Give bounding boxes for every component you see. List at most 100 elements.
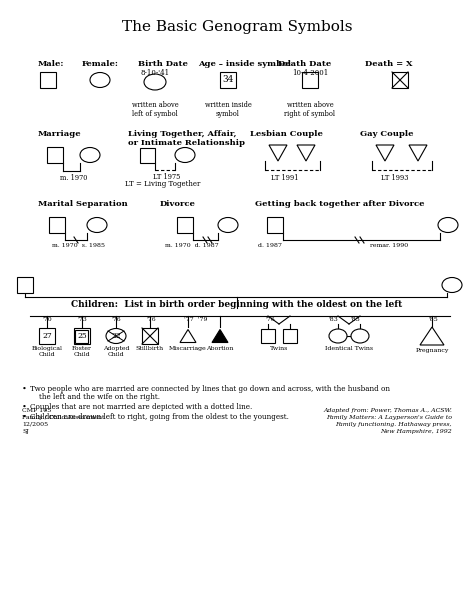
- Text: '85: '85: [428, 317, 438, 322]
- Text: New Hampshire, 1992: New Hampshire, 1992: [380, 429, 452, 434]
- Text: 12/2005: 12/2005: [22, 422, 48, 427]
- Text: Children:  List in birth order beginning with the oldest on the left: Children: List in birth order beginning …: [72, 300, 402, 309]
- Text: The Basic Genogram Symbols: The Basic Genogram Symbols: [122, 20, 352, 34]
- Text: Miscarriage: Miscarriage: [169, 346, 207, 351]
- Bar: [74, 328, 90, 344]
- Text: Adopted
Child: Adopted Child: [103, 346, 129, 357]
- Bar: [47, 147, 63, 163]
- Text: Pregnancy: Pregnancy: [415, 348, 449, 353]
- Polygon shape: [376, 145, 394, 161]
- Text: Birth Date: Birth Date: [138, 60, 188, 68]
- Text: SJ: SJ: [22, 429, 29, 434]
- Text: 27: 27: [42, 332, 52, 340]
- Text: '83: '83: [328, 317, 338, 322]
- Polygon shape: [212, 330, 228, 343]
- Text: m. 1970  d. 1987: m. 1970 d. 1987: [165, 243, 219, 248]
- Ellipse shape: [90, 72, 110, 88]
- Text: Family Matters: A Layperson's Guide to: Family Matters: A Layperson's Guide to: [326, 415, 452, 420]
- Bar: [49, 217, 65, 233]
- Text: or Intimate Relationship: or Intimate Relationship: [128, 139, 245, 147]
- Bar: [17, 277, 33, 293]
- Polygon shape: [409, 145, 427, 161]
- Ellipse shape: [87, 218, 107, 232]
- Bar: [39, 328, 55, 344]
- Text: the left and the wife on the right.: the left and the wife on the right.: [30, 393, 160, 401]
- Text: Twins: Twins: [270, 346, 288, 351]
- Text: Foster
Child: Foster Child: [72, 346, 92, 357]
- Text: '83: '83: [350, 317, 360, 322]
- Ellipse shape: [106, 329, 126, 343]
- Text: Living Together, Affair,: Living Together, Affair,: [128, 130, 237, 138]
- Text: Marriage: Marriage: [38, 130, 82, 138]
- Polygon shape: [269, 145, 287, 161]
- Bar: [142, 328, 158, 344]
- Ellipse shape: [144, 74, 166, 90]
- Ellipse shape: [218, 218, 238, 232]
- Text: m. 1970  s. 1985: m. 1970 s. 1985: [52, 243, 105, 248]
- Text: •: •: [22, 385, 27, 393]
- Bar: [302, 72, 318, 88]
- Text: CMP 105: CMP 105: [22, 408, 51, 413]
- Polygon shape: [212, 330, 228, 343]
- Bar: [40, 72, 56, 88]
- Text: 10-4-2001: 10-4-2001: [292, 69, 328, 77]
- Text: Abortion: Abortion: [206, 346, 234, 351]
- Text: •: •: [22, 413, 27, 421]
- Text: '76: '76: [265, 317, 274, 322]
- Text: d. 1987: d. 1987: [258, 243, 282, 248]
- Text: LT 1993: LT 1993: [381, 174, 409, 182]
- Text: written above
left of symbol: written above left of symbol: [132, 101, 178, 118]
- Text: Couples that are not married are depicted with a dotted line.: Couples that are not married are depicte…: [30, 403, 252, 411]
- Bar: [220, 72, 236, 88]
- Ellipse shape: [175, 148, 195, 162]
- Ellipse shape: [442, 278, 462, 292]
- Text: Family functioning. Hathaway press,: Family functioning. Hathaway press,: [336, 422, 452, 427]
- Text: Death Date: Death Date: [278, 60, 331, 68]
- Text: LT 1991: LT 1991: [271, 174, 299, 182]
- Text: 25: 25: [77, 332, 87, 340]
- Ellipse shape: [80, 148, 100, 162]
- Text: '73: '73: [77, 317, 87, 322]
- Text: 8-10-'41: 8-10-'41: [140, 69, 170, 77]
- Bar: [261, 329, 275, 343]
- Text: written inside
symbol: written inside symbol: [205, 101, 251, 118]
- Bar: [392, 72, 408, 88]
- Text: Male:: Male:: [38, 60, 64, 68]
- Text: '70: '70: [42, 317, 52, 322]
- Text: Biological
Child: Biological Child: [31, 346, 63, 357]
- Text: Divorce: Divorce: [160, 200, 196, 208]
- Text: Stillbirth: Stillbirth: [136, 346, 164, 351]
- Text: Identical Twins: Identical Twins: [325, 346, 373, 351]
- Polygon shape: [420, 327, 444, 345]
- Bar: [140, 148, 155, 162]
- Text: Family / Child Assessment: Family / Child Assessment: [22, 415, 104, 420]
- Text: '76: '76: [111, 317, 121, 322]
- Bar: [177, 217, 193, 233]
- Text: written above
right of symbol: written above right of symbol: [284, 101, 336, 118]
- Text: Gay Couple: Gay Couple: [360, 130, 413, 138]
- Ellipse shape: [438, 218, 458, 232]
- Bar: [267, 217, 283, 233]
- Text: 22: 22: [111, 332, 121, 340]
- Text: Adapted from: Power, Thomas A., ACSW.: Adapted from: Power, Thomas A., ACSW.: [323, 408, 452, 413]
- Bar: [75, 330, 89, 343]
- Text: Lesbian Couple: Lesbian Couple: [250, 130, 323, 138]
- Text: Children are drawn left to right, going from the oldest to the youngest.: Children are drawn left to right, going …: [30, 413, 289, 421]
- Text: Female:: Female:: [82, 60, 119, 68]
- Bar: [283, 329, 297, 343]
- Ellipse shape: [351, 329, 369, 343]
- Text: 34: 34: [222, 75, 234, 85]
- Text: LT 1975: LT 1975: [153, 173, 181, 181]
- Text: '77  '79: '77 '79: [184, 317, 208, 322]
- Text: Two people who are married are connected by lines that go down and across, with : Two people who are married are connected…: [30, 385, 390, 393]
- Text: '76: '76: [146, 317, 155, 322]
- Text: remar. 1990: remar. 1990: [370, 243, 408, 248]
- Ellipse shape: [329, 329, 347, 343]
- Text: •: •: [22, 403, 27, 411]
- Text: LT = Living Together: LT = Living Together: [125, 180, 201, 188]
- Text: m. 1970: m. 1970: [60, 174, 87, 182]
- Text: Getting back together after Divorce: Getting back together after Divorce: [255, 200, 425, 208]
- Text: Death = X: Death = X: [365, 60, 412, 68]
- Text: Marital Separation: Marital Separation: [38, 200, 128, 208]
- Text: Age – inside symbol: Age – inside symbol: [198, 60, 291, 68]
